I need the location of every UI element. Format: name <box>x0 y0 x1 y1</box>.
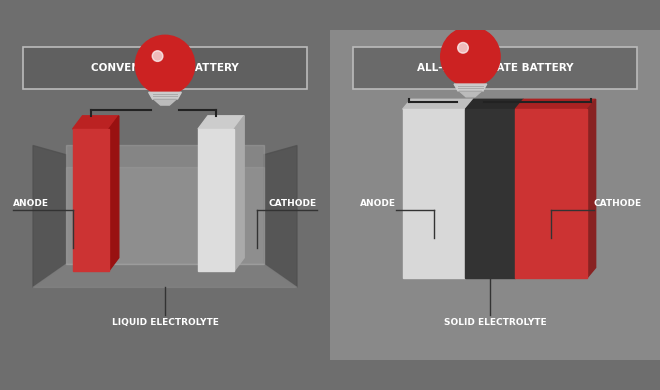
Polygon shape <box>198 116 244 129</box>
Polygon shape <box>154 99 176 105</box>
Polygon shape <box>33 264 297 287</box>
Text: CATHODE: CATHODE <box>594 199 642 208</box>
Polygon shape <box>234 116 244 271</box>
Bar <box>66 145 264 264</box>
Text: ANODE: ANODE <box>360 199 396 208</box>
Polygon shape <box>148 92 182 99</box>
FancyBboxPatch shape <box>353 46 637 89</box>
Text: CATHODE: CATHODE <box>269 199 317 208</box>
Polygon shape <box>465 99 523 109</box>
Polygon shape <box>454 84 487 91</box>
Bar <box>73 129 109 271</box>
Bar <box>465 109 515 278</box>
FancyBboxPatch shape <box>23 46 307 89</box>
Text: CONVENTIONAL BATTERY: CONVENTIONAL BATTERY <box>91 63 239 73</box>
Bar <box>198 129 234 271</box>
Polygon shape <box>515 99 596 109</box>
Bar <box>403 109 465 278</box>
Polygon shape <box>109 116 119 271</box>
Bar <box>515 109 587 278</box>
Polygon shape <box>73 116 119 129</box>
Circle shape <box>135 35 195 95</box>
Text: SOLID ELECTROLYTE: SOLID ELECTROLYTE <box>444 317 546 326</box>
Polygon shape <box>403 99 474 109</box>
Text: LIQUID ELECTROLYTE: LIQUID ELECTROLYTE <box>112 317 218 326</box>
Polygon shape <box>264 145 297 287</box>
Circle shape <box>152 51 163 61</box>
Bar <box>66 167 264 264</box>
Text: ALL-SOLID-STATE BATTERY: ALL-SOLID-STATE BATTERY <box>416 63 574 73</box>
Polygon shape <box>587 99 596 278</box>
Polygon shape <box>33 145 66 287</box>
Polygon shape <box>459 91 482 97</box>
Circle shape <box>441 27 500 87</box>
Circle shape <box>457 43 469 53</box>
Text: ANODE: ANODE <box>13 199 50 208</box>
